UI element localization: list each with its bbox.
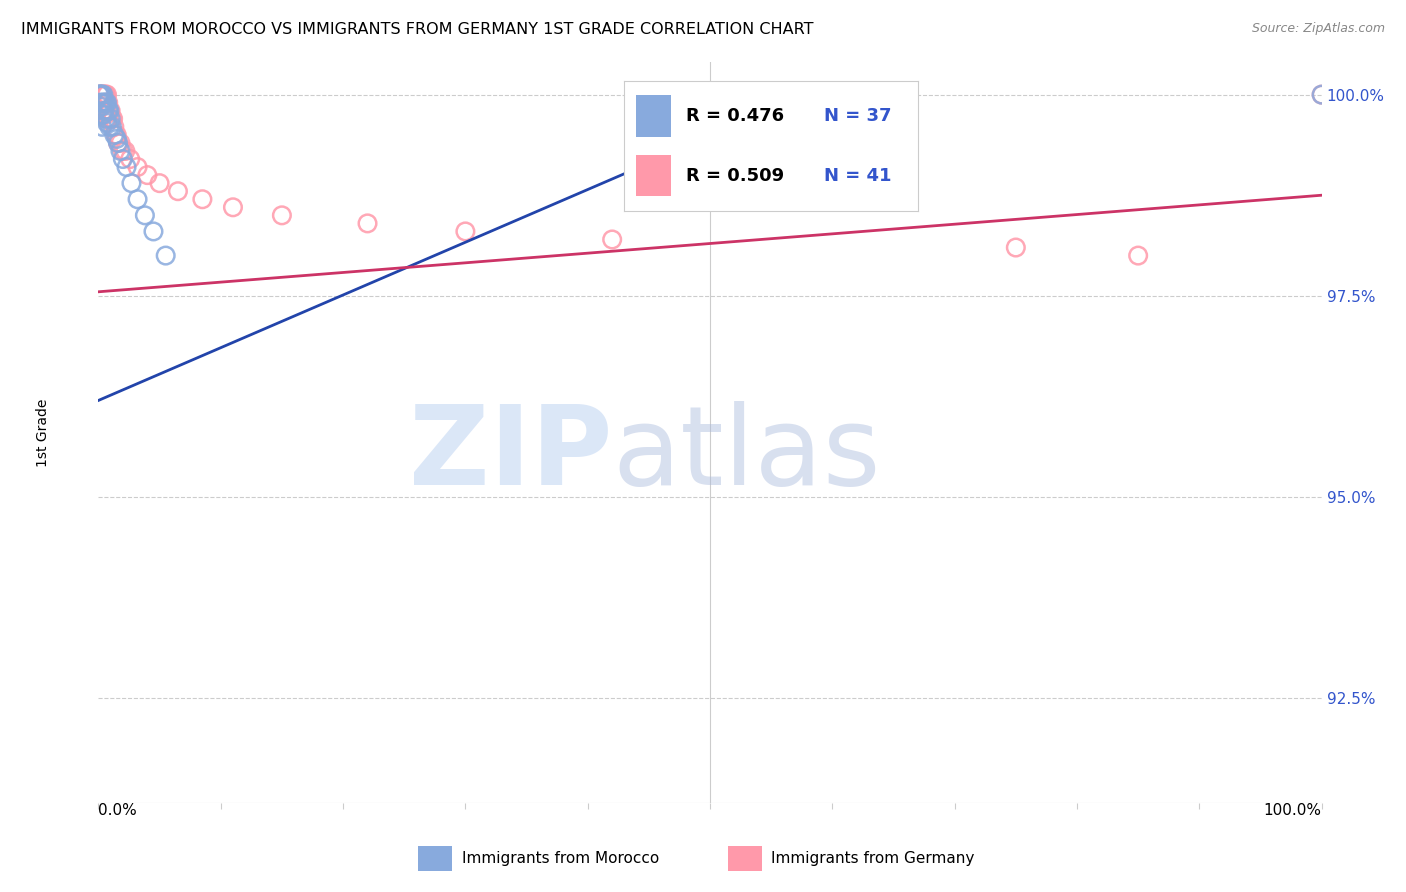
Point: [1310, 87, 1333, 102]
Point: [149, 176, 172, 190]
Point: [103, 120, 125, 134]
Point: [155, 249, 177, 263]
Text: atlas: atlas: [612, 401, 880, 508]
Text: R = 0.476: R = 0.476: [686, 107, 785, 125]
Text: Immigrants from Germany: Immigrants from Germany: [770, 851, 974, 866]
Point: [96, 116, 118, 130]
Point: [91, 120, 114, 134]
Point: [97, 112, 120, 126]
Point: [91, 87, 114, 102]
Point: [98, 103, 121, 118]
Point: [96, 112, 118, 126]
Point: [191, 192, 214, 206]
Point: [90, 87, 112, 102]
Text: Source: ZipAtlas.com: Source: ZipAtlas.com: [1251, 22, 1385, 36]
Point: [91, 100, 114, 114]
Point: [94, 108, 117, 122]
Point: [104, 128, 127, 142]
Point: [89, 87, 111, 102]
Point: [98, 103, 121, 118]
Point: [89, 87, 111, 102]
Text: ZIP: ZIP: [409, 401, 612, 508]
Point: [110, 144, 132, 158]
Point: [91, 108, 114, 122]
Point: [101, 112, 124, 126]
Point: [96, 87, 118, 102]
Point: [93, 103, 115, 118]
Text: R = 0.509: R = 0.509: [686, 167, 785, 185]
Point: [110, 136, 132, 150]
Point: [94, 95, 117, 110]
Point: [105, 132, 128, 146]
Point: [93, 87, 115, 102]
Point: [107, 136, 129, 150]
Point: [1310, 87, 1333, 102]
Point: [600, 232, 623, 246]
Point: [91, 108, 114, 122]
Point: [127, 160, 149, 174]
Point: [91, 95, 114, 110]
Point: [93, 103, 115, 118]
Point: [134, 208, 156, 222]
Bar: [419, 847, 453, 871]
Point: [167, 184, 190, 198]
Point: [120, 152, 142, 166]
Point: [120, 176, 142, 190]
Text: N = 37: N = 37: [824, 107, 891, 125]
Text: IMMIGRANTS FROM MOROCCO VS IMMIGRANTS FROM GERMANY 1ST GRADE CORRELATION CHART: IMMIGRANTS FROM MOROCCO VS IMMIGRANTS FR…: [21, 22, 814, 37]
Point: [136, 168, 159, 182]
Point: [87, 87, 110, 102]
Point: [90, 100, 112, 114]
Point: [91, 87, 114, 102]
Point: [105, 128, 128, 142]
Point: [89, 87, 111, 102]
Point: [101, 120, 124, 134]
Bar: [636, 95, 672, 136]
Point: [101, 112, 124, 126]
Point: [1128, 249, 1150, 263]
Point: [96, 95, 118, 110]
Point: [94, 87, 117, 102]
Text: Immigrants from Morocco: Immigrants from Morocco: [461, 851, 659, 866]
Point: [1004, 240, 1026, 254]
Point: [797, 87, 820, 102]
Point: [111, 152, 134, 166]
Point: [797, 87, 820, 102]
Point: [356, 216, 378, 230]
Point: [97, 95, 120, 110]
Point: [127, 192, 149, 206]
Point: [91, 103, 114, 118]
Point: [222, 200, 245, 214]
Point: [98, 120, 121, 134]
Point: [97, 103, 120, 118]
Point: [91, 95, 114, 110]
Point: [454, 224, 477, 238]
Bar: [728, 847, 762, 871]
Point: [111, 144, 134, 158]
Text: 0.0%: 0.0%: [98, 803, 138, 818]
Point: [91, 87, 114, 102]
Point: [142, 224, 165, 238]
Text: 1st Grade: 1st Grade: [37, 399, 51, 467]
Point: [270, 208, 294, 222]
Point: [94, 112, 117, 126]
Point: [114, 144, 136, 158]
Text: N = 41: N = 41: [824, 167, 891, 185]
Point: [100, 112, 122, 126]
Point: [103, 128, 125, 142]
Point: [100, 103, 122, 118]
Point: [93, 95, 115, 110]
Point: [89, 95, 111, 110]
Bar: [636, 155, 672, 196]
Point: [107, 136, 129, 150]
Point: [91, 87, 114, 102]
Point: [115, 160, 138, 174]
Text: 100.0%: 100.0%: [1264, 803, 1322, 818]
Point: [90, 87, 112, 102]
Point: [96, 95, 118, 110]
